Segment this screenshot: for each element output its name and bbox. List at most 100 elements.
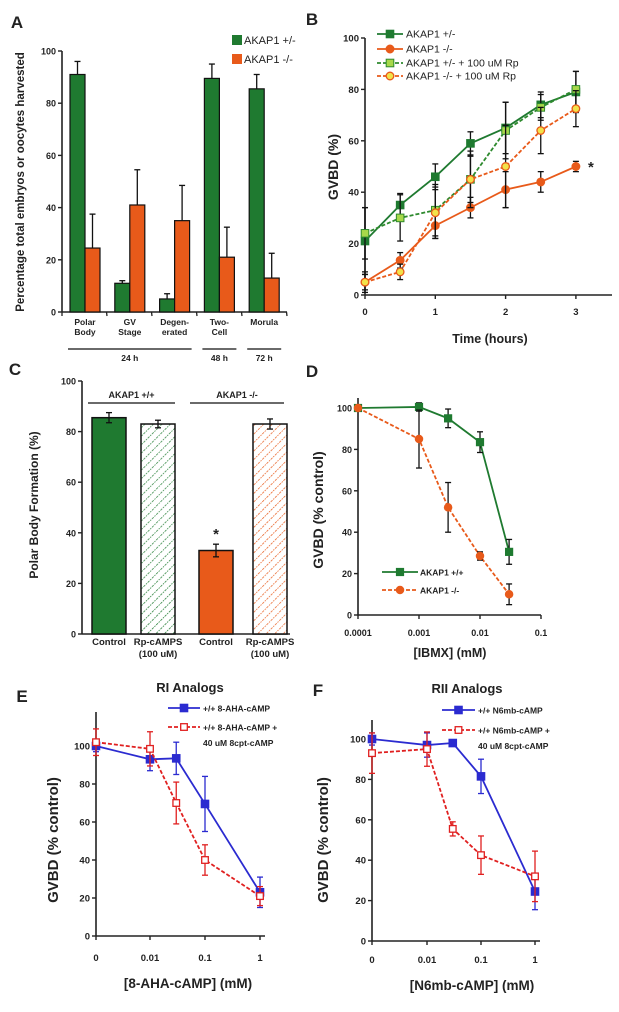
significance-asterisk: *: [588, 159, 594, 176]
x-axis-label: Time (hours): [452, 332, 527, 346]
legend-label: AKAP1 -/- + 100 uM Rp: [406, 71, 516, 83]
data-point: [536, 177, 546, 187]
y-tick-label: 20: [46, 255, 56, 265]
legend-marker: [395, 567, 405, 577]
legend-marker: [385, 29, 395, 39]
data-point: [444, 414, 453, 423]
x-tick: [240, 311, 243, 317]
y-tick-label: 0: [51, 308, 56, 318]
legend-swatch: [232, 54, 242, 64]
y-tick-label: 80: [348, 85, 359, 96]
legend-marker: [180, 723, 188, 731]
data-point: [571, 162, 581, 171]
panel-letter: B: [306, 10, 318, 29]
legend-label: AKAP1 +/-: [244, 35, 296, 47]
x-tick: [195, 311, 198, 317]
data-point: [448, 824, 457, 833]
x-tick-label: 0.1: [198, 953, 212, 964]
bar: [91, 416, 127, 635]
data-point: [536, 126, 546, 135]
x-tick: [285, 311, 288, 317]
legend-label: +/+ N6mb-cAMP +: [478, 726, 550, 736]
data-point: [430, 208, 440, 218]
y-tick-label: 100: [343, 34, 359, 45]
data-point: [476, 772, 486, 781]
series-line: [357, 407, 510, 595]
category-label: Morula: [250, 317, 278, 327]
category-label: Body: [74, 327, 96, 337]
panel-letter: F: [313, 681, 323, 700]
category-label: erated: [162, 327, 188, 337]
chart-title: RII Analogs: [431, 681, 502, 696]
y-axis-label: GVBD (% control): [310, 451, 326, 568]
series: [353, 402, 514, 565]
category-label: Cell: [212, 327, 228, 337]
bar: [140, 423, 176, 635]
y-tick-label: 0: [85, 932, 90, 943]
x-tick-label: 1: [257, 953, 263, 964]
y-tick-label: 100: [74, 742, 90, 753]
y-tick-label: 100: [61, 377, 76, 387]
legend-label: +/+ 8-AHA-cAMP: [203, 704, 270, 714]
data-point: [501, 162, 511, 171]
legend-marker: [385, 71, 395, 81]
data-point: [505, 547, 514, 556]
data-point: [146, 744, 154, 753]
data-point: [475, 438, 485, 447]
group-label: AKAP1 -/-: [216, 390, 258, 400]
bar: [69, 73, 86, 313]
legend-label: 40 uM 8cpt-cAMP: [203, 738, 274, 748]
y-tick-label: 100: [41, 47, 56, 57]
group-label: 48 h: [211, 353, 228, 363]
legend-marker: [454, 705, 463, 715]
data-point: [360, 229, 370, 238]
y-tick-label: 60: [79, 818, 90, 829]
y-axis-label: GVBD (% control): [315, 777, 332, 903]
data-point: [395, 213, 405, 223]
panel-letter: C: [9, 360, 21, 379]
legend-marker: [385, 58, 395, 68]
y-tick-label: 40: [66, 528, 76, 538]
series: [368, 731, 539, 903]
y-axis-label: GVBD (% control): [45, 777, 62, 903]
y-tick-label: 80: [66, 427, 76, 437]
y-tick-label: 40: [79, 856, 90, 867]
x-axis-label: [N6mb-cAMP] (mM): [410, 978, 535, 993]
group-label: 72 h: [256, 353, 273, 363]
data-point: [172, 799, 181, 807]
y-tick-label: 80: [342, 445, 352, 455]
data-point: [423, 745, 431, 754]
y-tick-label: 60: [342, 486, 352, 496]
y-tick-label: 60: [348, 136, 359, 147]
data-point: [477, 851, 485, 860]
y-tick-label: 100: [350, 735, 366, 746]
legend-label: +/+ N6mb-cAMP: [478, 706, 543, 716]
category-label: Polar: [74, 317, 96, 327]
series: [360, 90, 581, 294]
data-point: [171, 754, 181, 763]
panel-f-line-chart: F GVBD (% control) [N6mb-cAMP] (mM) RII Ana…: [313, 681, 550, 993]
x-tick: [150, 311, 153, 317]
legend-label: AKAP1 -/-: [244, 54, 293, 66]
bar: [218, 256, 235, 313]
bar: [252, 423, 288, 635]
series-line: [371, 738, 536, 892]
category-label: GV: [124, 317, 137, 327]
x-tick-label: 0.01: [141, 953, 160, 964]
bar: [129, 204, 146, 313]
y-tick-label: 100: [337, 404, 352, 414]
bar: [203, 77, 220, 313]
x-axis-label: [IBMX] (mM): [414, 646, 487, 660]
group-label: 24 h: [121, 353, 138, 363]
group-label: AKAP1 +/+: [108, 390, 154, 400]
y-axis-label: Percentage total embryos or oocytes harv…: [15, 52, 27, 312]
x-tick-label: 1: [433, 307, 439, 318]
legend-label: 40 uM 8cpt-cAMP: [478, 741, 549, 751]
legend-swatch: [232, 35, 242, 45]
y-tick-label: 40: [46, 203, 56, 213]
data-point: [92, 738, 100, 747]
x-tick-label: 0.1: [535, 628, 548, 638]
y-tick-label: 0: [71, 630, 76, 640]
bar: [198, 549, 234, 635]
